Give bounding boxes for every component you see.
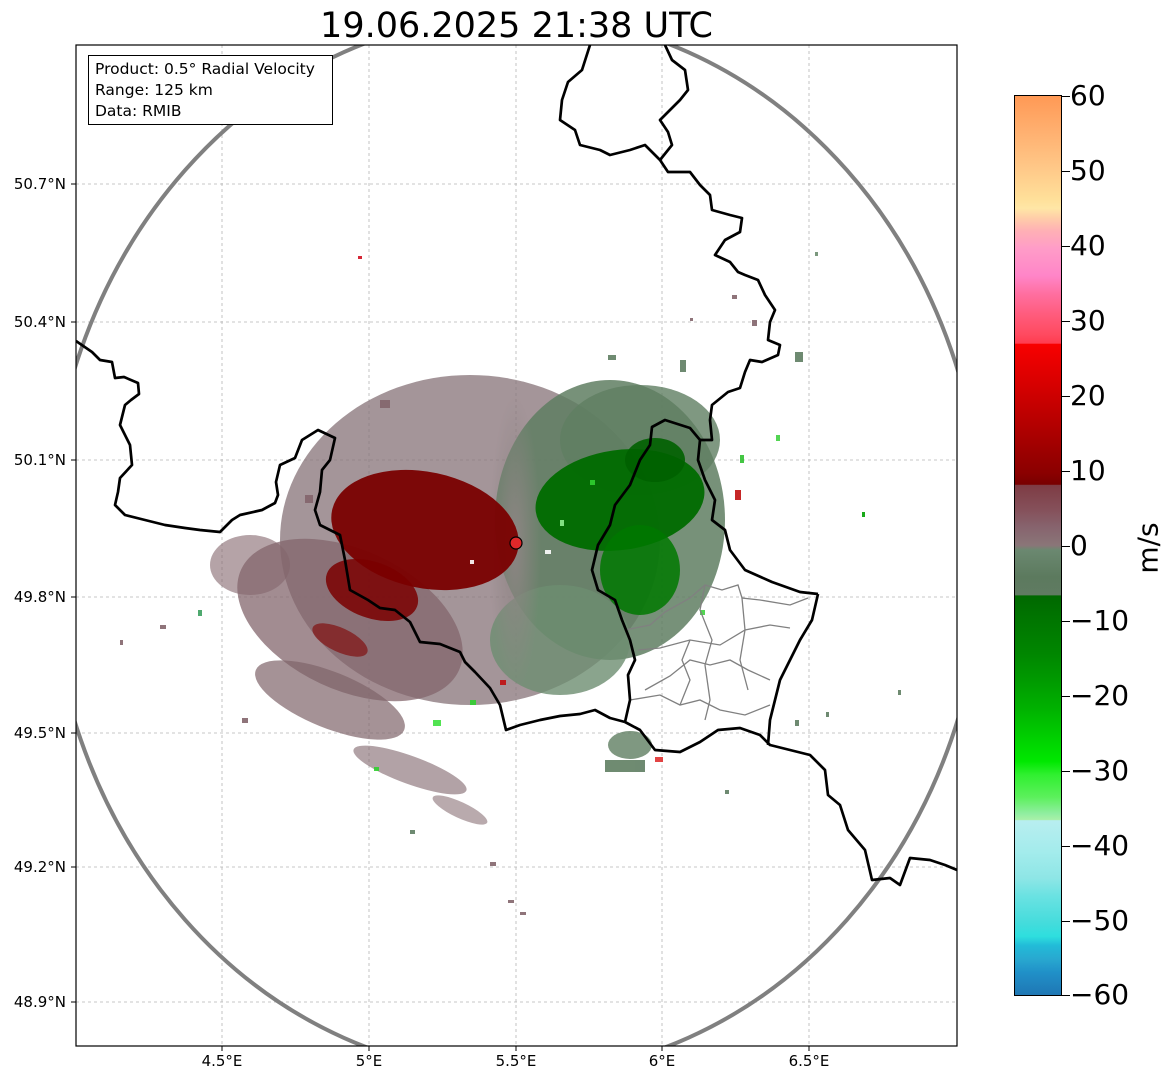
lat-tick-label: 49.5°N — [13, 724, 66, 742]
data-source-label: Data: RMIB — [95, 102, 182, 120]
colorbar-tick-label: 40 — [1070, 229, 1106, 262]
velocity-echoes — [120, 252, 901, 915]
country-borders — [76, 45, 957, 887]
range-label: Range: 125 km — [95, 81, 213, 99]
product-label: Product: 0.5° Radial Velocity — [95, 60, 315, 78]
axis-ticks — [71, 183, 810, 1051]
product-info-box: Product: 0.5° Radial Velocity Range: 125… — [88, 55, 333, 125]
radar-site-marker[interactable] — [509, 536, 523, 550]
lat-tick-label: 49.8°N — [13, 588, 66, 606]
lat-tick-label: 49.2°N — [13, 858, 66, 876]
lon-tick-label: 6°E — [648, 1052, 676, 1070]
lon-tick-label: 4.5°E — [201, 1052, 243, 1070]
colorbar-unit-label: m/s — [1131, 522, 1165, 574]
colorbar-tick-label: 50 — [1070, 154, 1106, 187]
district-boundaries — [624, 584, 809, 721]
colorbar-tick-label: −60 — [1070, 978, 1130, 1011]
colorbar-tick-label: −10 — [1070, 604, 1130, 637]
page-title: 19.06.2025 21:38 UTC — [320, 6, 713, 46]
colorbar-tick-label: −50 — [1070, 904, 1130, 937]
velocity-colorbar — [1014, 95, 1062, 996]
colorbar-tick-label: 20 — [1070, 379, 1106, 412]
lat-tick-label: 48.9°N — [13, 993, 66, 1011]
colorbar-tick-label: 60 — [1070, 79, 1106, 112]
colorbar-tick-label: −30 — [1070, 754, 1130, 787]
lon-tick-label: 6.5°E — [788, 1052, 830, 1070]
colorbar-tick-label: 0 — [1070, 529, 1088, 562]
colorbar-tick-label: 30 — [1070, 304, 1106, 337]
lon-tick-label: 5°E — [355, 1052, 383, 1070]
lat-tick-label: 50.4°N — [13, 313, 66, 331]
colorbar-tick-label: −20 — [1070, 679, 1130, 712]
lat-tick-label: 50.1°N — [13, 451, 66, 469]
colorbar-tick-label: 10 — [1070, 454, 1106, 487]
lat-tick-label: 50.7°N — [13, 175, 66, 193]
lon-tick-label: 5.5°E — [495, 1052, 537, 1070]
colorbar-tick-label: −40 — [1070, 829, 1130, 862]
